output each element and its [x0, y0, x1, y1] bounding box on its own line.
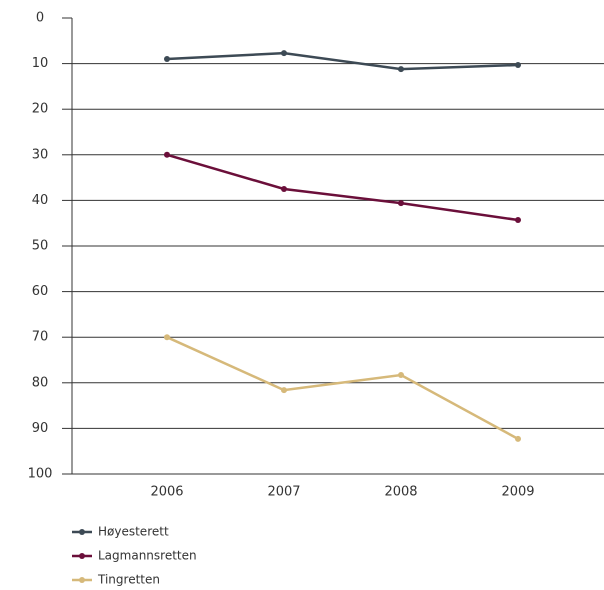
y-tick-label: 100	[28, 467, 53, 482]
y-tick-label: 60	[32, 284, 49, 299]
series-line	[166, 336, 519, 440]
point	[398, 372, 404, 379]
point	[515, 217, 521, 224]
point	[281, 387, 287, 394]
legend-marker	[79, 553, 85, 559]
y-tick-label: 80	[32, 375, 49, 390]
x-tick-label: 2008	[384, 485, 417, 500]
legend-marker	[79, 529, 85, 535]
point	[398, 66, 404, 73]
y-tick-label: 20	[32, 102, 49, 117]
legend-marker	[79, 577, 85, 583]
y-tick-label: 30	[32, 147, 49, 162]
x-tick-label: 2007	[267, 485, 300, 500]
point	[515, 61, 521, 68]
point	[164, 56, 170, 63]
y-tick-label: 10	[32, 56, 49, 71]
x-tick-label: 2009	[501, 485, 534, 500]
point	[164, 151, 170, 158]
point	[281, 50, 287, 57]
point	[164, 334, 170, 341]
y-tick-label: 50	[32, 239, 49, 254]
point	[398, 200, 404, 207]
y-tick-label: 0	[36, 11, 44, 26]
point	[281, 186, 287, 192]
y-tick-label: 90	[32, 421, 49, 436]
series-line	[166, 51, 519, 71]
y-tick-label: 70	[32, 330, 49, 345]
legend-label: Høyesterett	[98, 525, 169, 539]
legend-label: Tingretten	[97, 573, 160, 587]
x-tick-label: 2006	[150, 485, 183, 500]
y-tick-label: 40	[32, 193, 49, 208]
legend-label: Lagmannsretten	[98, 549, 197, 563]
point	[515, 435, 521, 442]
series-line	[166, 153, 519, 222]
